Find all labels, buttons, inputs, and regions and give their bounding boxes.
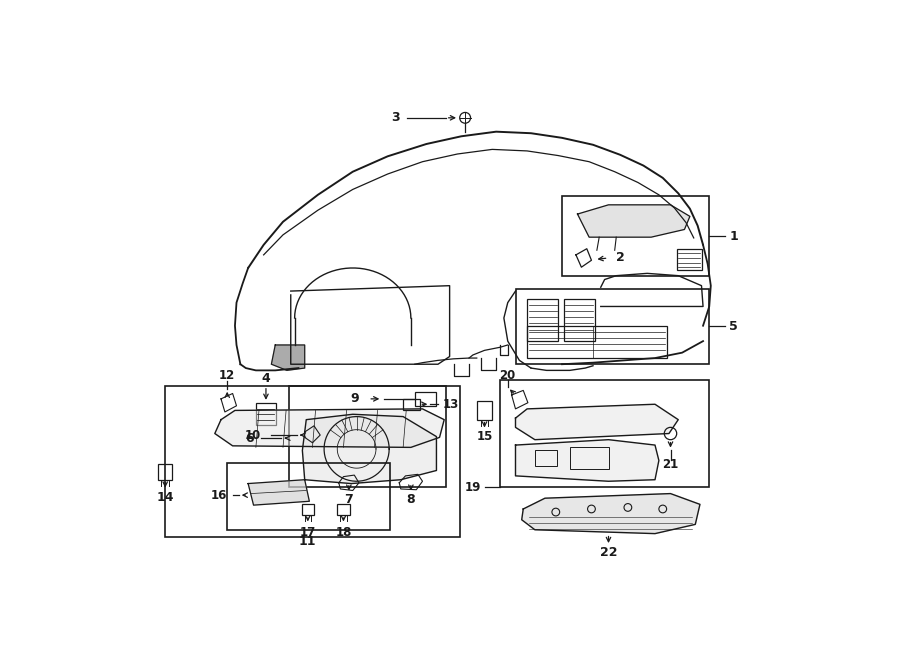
Text: 18: 18 <box>336 525 352 539</box>
Text: 11: 11 <box>299 535 317 548</box>
Polygon shape <box>522 494 700 533</box>
Text: 8: 8 <box>407 493 415 506</box>
Bar <box>535 450 556 466</box>
Bar <box>302 504 314 515</box>
Bar <box>563 299 595 341</box>
Text: 2: 2 <box>616 251 625 264</box>
Bar <box>166 386 460 537</box>
Text: 19: 19 <box>464 481 481 494</box>
Text: 6: 6 <box>245 432 254 445</box>
Polygon shape <box>302 414 436 484</box>
Text: 9: 9 <box>350 393 359 405</box>
Polygon shape <box>272 345 305 370</box>
Bar <box>527 326 667 358</box>
Bar <box>477 401 492 420</box>
Bar <box>289 386 446 487</box>
Text: 13: 13 <box>443 398 459 410</box>
Text: 15: 15 <box>476 430 492 443</box>
Polygon shape <box>516 405 679 440</box>
Bar <box>516 289 709 364</box>
Bar <box>677 249 701 270</box>
Bar <box>338 504 349 515</box>
Polygon shape <box>516 440 659 481</box>
Polygon shape <box>248 480 310 505</box>
Bar <box>158 464 172 480</box>
Text: 22: 22 <box>599 545 617 559</box>
Text: 21: 21 <box>662 458 679 471</box>
Bar <box>403 399 420 410</box>
Text: 12: 12 <box>219 368 235 381</box>
Text: 16: 16 <box>211 488 227 502</box>
Text: 4: 4 <box>262 371 270 385</box>
Bar <box>256 403 276 425</box>
Bar <box>227 463 390 529</box>
Bar <box>562 196 709 276</box>
Bar <box>527 299 558 341</box>
Polygon shape <box>578 205 690 237</box>
Text: 7: 7 <box>345 493 353 506</box>
Bar <box>500 379 709 487</box>
Text: 3: 3 <box>392 111 400 124</box>
Text: 20: 20 <box>500 369 516 382</box>
Text: 10: 10 <box>245 428 261 442</box>
Text: 1: 1 <box>729 230 738 243</box>
Bar <box>415 392 436 406</box>
Text: 17: 17 <box>300 525 316 539</box>
Text: 5: 5 <box>729 320 738 333</box>
Polygon shape <box>215 409 445 447</box>
Text: 14: 14 <box>157 491 174 504</box>
Bar <box>570 447 608 469</box>
